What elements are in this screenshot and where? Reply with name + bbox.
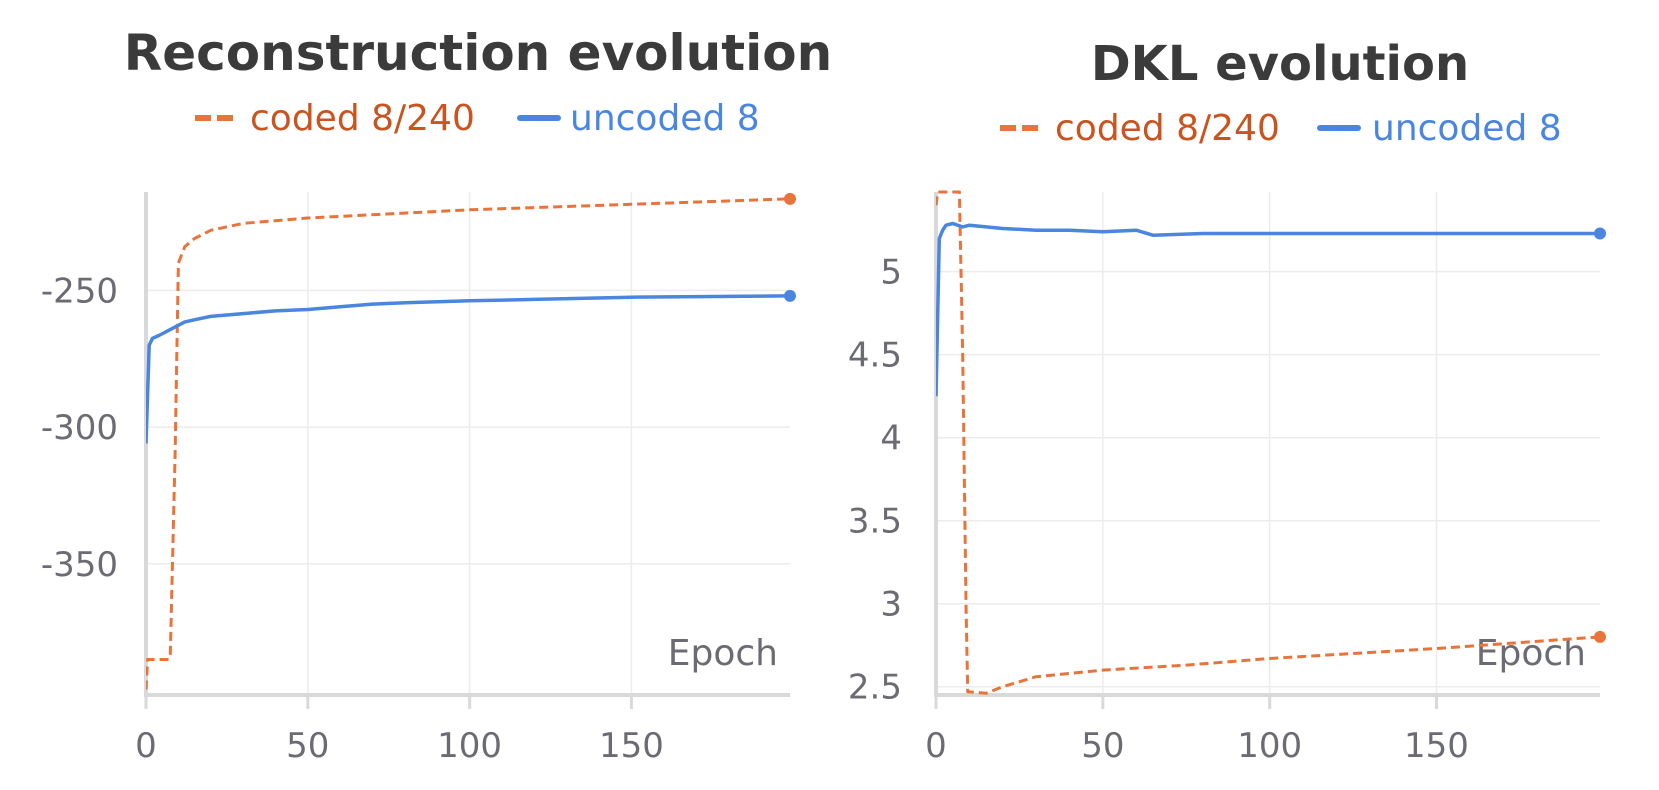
legend-label-uncoded: uncoded 8 <box>1372 108 1562 149</box>
y-tick-label: 2.5 <box>848 668 902 708</box>
y-tick-label: 3 <box>880 585 902 625</box>
chart-title: Reconstruction evolution <box>124 24 833 82</box>
y-tick-label: 3.5 <box>848 502 902 542</box>
series-end-point-uncoded <box>784 289 796 302</box>
series-end-point-uncoded <box>1594 227 1606 240</box>
x-tick-label: 50 <box>1081 726 1124 766</box>
x-tick-label: 50 <box>286 726 329 766</box>
y-tick-label: 4.5 <box>848 336 902 376</box>
legend-label-coded: coded 8/240 <box>1055 108 1280 149</box>
series-line-uncoded <box>146 294 791 444</box>
series-end-point-coded <box>1594 630 1606 643</box>
y-tick-label: 4 <box>880 419 902 459</box>
x-tick-label: 150 <box>1404 726 1469 766</box>
series-line-uncoded <box>936 221 1600 397</box>
x-axis-label: Epoch <box>668 633 778 674</box>
legend-label-uncoded: uncoded 8 <box>570 98 760 139</box>
y-tick-label: -350 <box>41 545 118 585</box>
chart-title: DKL evolution <box>1091 36 1469 92</box>
series-line-coded <box>146 197 791 690</box>
y-tick-label: 5 <box>880 253 902 293</box>
legend-label-coded: coded 8/240 <box>250 98 475 139</box>
x-tick-label: 0 <box>925 726 947 766</box>
x-tick-label: 150 <box>599 726 664 766</box>
chart-panel-1: -250 -300 -350 0 50 100 150 Reconstruction evol… <box>41 24 832 766</box>
y-tick-label: -300 <box>41 408 118 448</box>
series-line-coded <box>936 190 1601 695</box>
x-tick-label: 100 <box>437 726 502 766</box>
x-tick-label: 0 <box>135 726 157 766</box>
series-end-point-coded <box>784 192 796 205</box>
y-tick-label: -250 <box>41 271 118 311</box>
x-tick-label: 100 <box>1237 726 1302 766</box>
